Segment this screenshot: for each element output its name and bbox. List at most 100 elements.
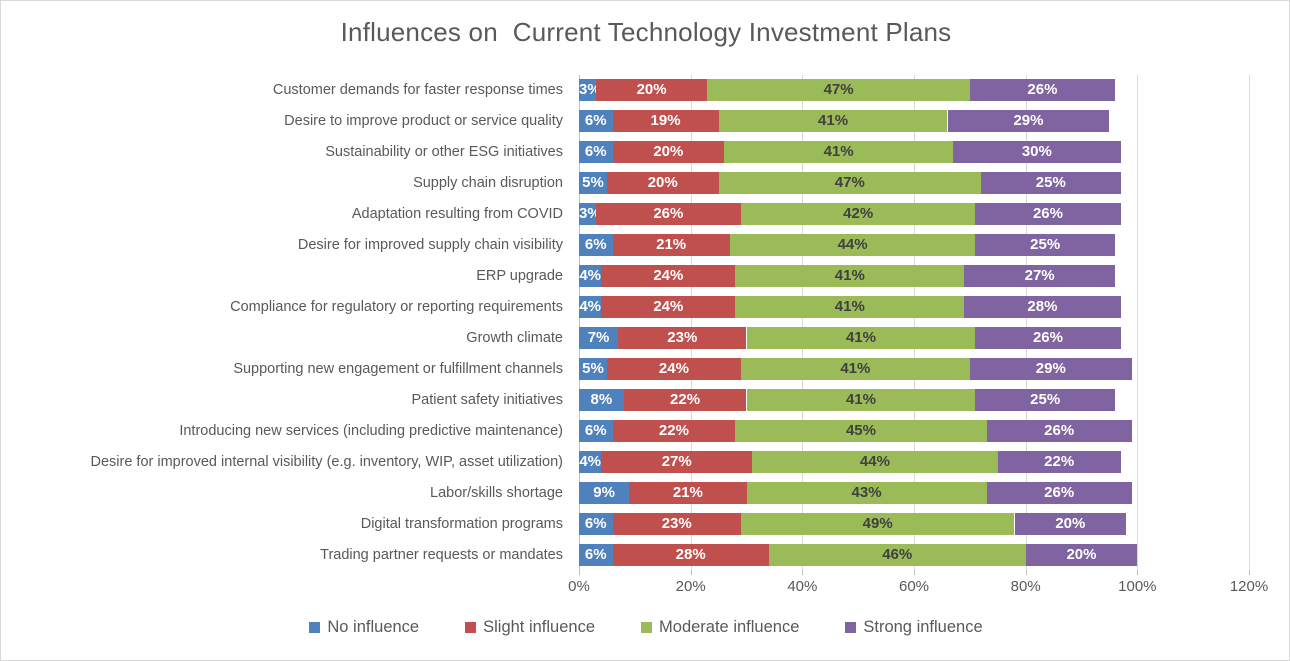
bar-segment-strong-influence[interactable]: 22% (997, 450, 1121, 473)
bar-segment-no-influence[interactable]: 4% (579, 450, 602, 473)
bar-segment-strong-influence[interactable]: 20% (1014, 512, 1127, 535)
bar-segment-strong-influence[interactable]: 26% (986, 419, 1132, 442)
bar-segment-slight-influence[interactable]: 23% (612, 512, 741, 535)
bar-value-label: 3% (579, 205, 601, 223)
bar-segment-moderate-influence[interactable]: 44% (752, 450, 998, 473)
bar-segment-no-influence[interactable]: 3% (579, 203, 601, 226)
bar-segment-no-influence[interactable]: 8% (579, 388, 624, 411)
bar-segment-slight-influence[interactable]: 26% (595, 203, 741, 226)
bar-segment-no-influence[interactable]: 6% (579, 543, 613, 566)
gridline-20 (690, 75, 692, 570)
bar-segment-moderate-influence[interactable]: 42% (740, 203, 976, 226)
plot-area: 3% 20% 47% 26% 6% 19% 41% 29% 6% 20% 41% 30% 5% 20% 47… (579, 75, 1250, 570)
bar-segment-strong-influence[interactable]: 20% (1025, 543, 1138, 566)
legend-item-moderate-influence[interactable]: Moderate influence (641, 618, 799, 637)
legend-item-strong-influence[interactable]: Strong influence (845, 618, 983, 637)
bar-segment-strong-influence[interactable]: 25% (975, 234, 1115, 257)
bar-segment-moderate-influence[interactable]: 41% (735, 265, 965, 288)
x-tick-mark (1137, 570, 1139, 575)
bar-value-label: 24% (653, 267, 684, 285)
bar-segment-strong-influence[interactable]: 27% (964, 265, 1115, 288)
bar-value-label: 5% (582, 174, 604, 192)
x-tick-mark (914, 570, 915, 575)
bar-value-label: 24% (653, 298, 684, 316)
bar-value-label: 21% (672, 483, 703, 501)
bar-segment-moderate-influence[interactable]: 41% (718, 110, 948, 133)
bar-segment-slight-influence[interactable]: 24% (606, 357, 741, 380)
bar-segment-slight-influence[interactable]: 20% (606, 172, 719, 195)
gridline-80 (1025, 75, 1027, 570)
bar-segment-slight-influence[interactable]: 23% (618, 326, 747, 349)
category-label: Digital transformation programs (360, 515, 563, 532)
bar-segment-slight-influence[interactable]: 27% (601, 450, 753, 473)
x-tick-mark (802, 570, 804, 575)
bar-segment-slight-influence[interactable]: 21% (629, 481, 747, 504)
bar-value-label: 41% (834, 298, 865, 316)
bar-segment-moderate-influence[interactable]: 41% (724, 141, 954, 164)
bar-segment-no-influence[interactable]: 6% (579, 110, 613, 133)
bar-value-label: 21% (656, 236, 687, 254)
bar-value-label: 20% (1066, 545, 1097, 563)
legend-item-slight-influence[interactable]: Slight influence (465, 618, 595, 637)
bar-segment-moderate-influence[interactable]: 47% (718, 172, 981, 195)
bar-segment-no-influence[interactable]: 6% (579, 141, 613, 164)
bar-segment-no-influence[interactable]: 4% (579, 296, 602, 319)
x-tick-label: 80% (1010, 578, 1041, 595)
bar-segment-moderate-influence[interactable]: 45% (735, 419, 987, 442)
bar-segment-moderate-influence[interactable]: 41% (735, 296, 965, 319)
bar-segment-moderate-influence[interactable]: 41% (740, 357, 970, 380)
bar-segment-no-influence[interactable]: 9% (579, 481, 630, 504)
bar-segment-no-influence[interactable]: 4% (579, 265, 602, 288)
bar-segment-slight-influence[interactable]: 24% (601, 296, 736, 319)
bar-segment-strong-influence[interactable]: 26% (969, 79, 1115, 102)
bar-row: 5% 24% 41% 29% (579, 357, 1249, 380)
bar-segment-strong-influence[interactable]: 29% (947, 110, 1110, 133)
bar-segment-strong-influence[interactable]: 26% (986, 481, 1132, 504)
bar-segment-moderate-influence[interactable]: 47% (707, 79, 970, 102)
bar-segment-slight-influence[interactable]: 24% (601, 265, 736, 288)
bar-segment-moderate-influence[interactable]: 41% (746, 326, 976, 349)
bar-value-label: 7% (587, 328, 610, 346)
bar-segment-strong-influence[interactable]: 28% (964, 296, 1121, 319)
bar-row: 3% 20% 47% 26% (579, 79, 1249, 102)
bar-segment-moderate-influence[interactable]: 44% (729, 234, 976, 257)
bar-segment-strong-influence[interactable]: 29% (969, 357, 1132, 380)
bar-segment-no-influence[interactable]: 7% (579, 326, 619, 349)
bar-segment-strong-influence[interactable]: 30% (953, 141, 1121, 164)
x-tick-label: 100% (1118, 578, 1157, 595)
bar-segment-slight-influence[interactable]: 19% (612, 110, 719, 133)
bar-segment-strong-influence[interactable]: 26% (975, 203, 1121, 226)
bar-value-label: 41% (834, 267, 865, 285)
x-tick-label: 60% (898, 578, 930, 595)
bar-segment-moderate-influence[interactable]: 49% (740, 512, 1015, 535)
legend-item-no-influence[interactable]: No influence (309, 618, 419, 637)
bar-value-label: 19% (650, 112, 681, 130)
bar-segment-strong-influence[interactable]: 25% (975, 388, 1115, 411)
legend-swatch-icon (641, 622, 653, 633)
bar-segment-no-influence[interactable]: 6% (579, 419, 613, 442)
bar-segment-slight-influence[interactable]: 22% (612, 419, 736, 442)
bar-segment-slight-influence[interactable]: 21% (612, 234, 730, 257)
bar-segment-slight-influence[interactable]: 20% (595, 79, 708, 102)
bar-segment-moderate-influence[interactable]: 46% (768, 543, 1026, 566)
bar-segment-no-influence[interactable]: 5% (579, 172, 607, 195)
bar-segment-no-influence[interactable]: 3% (579, 79, 601, 102)
bar-segment-slight-influence[interactable]: 20% (612, 141, 725, 164)
bar-segment-moderate-influence[interactable]: 43% (746, 481, 987, 504)
bar-segment-no-influence[interactable]: 5% (579, 357, 607, 380)
bar-segment-no-influence[interactable]: 6% (579, 234, 613, 257)
legend-swatch-icon (465, 622, 477, 633)
category-label: Patient safety initiatives (411, 391, 563, 408)
bar-segment-no-influence[interactable]: 6% (579, 512, 613, 535)
bar-segment-strong-influence[interactable]: 26% (975, 326, 1121, 349)
category-label: Adaptation resulting from COVID (351, 206, 563, 223)
bar-value-label: 28% (1027, 298, 1058, 316)
bar-row: 9% 21% 43% 26% (579, 481, 1249, 504)
bar-segment-moderate-influence[interactable]: 41% (746, 388, 976, 411)
bar-value-label: 6% (584, 514, 607, 532)
bar-value-label: 30% (1021, 143, 1052, 161)
bar-segment-slight-influence[interactable]: 22% (623, 388, 747, 411)
bar-row: 4% 24% 41% 28% (579, 296, 1249, 319)
bar-segment-strong-influence[interactable]: 25% (981, 172, 1121, 195)
bar-segment-slight-influence[interactable]: 28% (612, 543, 769, 566)
